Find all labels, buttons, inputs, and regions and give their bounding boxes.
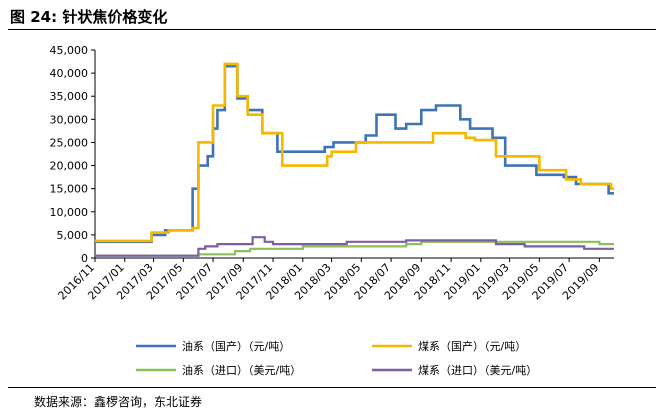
legend: 油系（国产）（元/吨） 煤系（国产）（元/吨） 油系（进口）（美元/吨） 煤系（进口）…	[136, 339, 537, 377]
series-line-1	[95, 64, 614, 244]
source-rule	[8, 387, 656, 388]
title-rule	[8, 29, 656, 30]
legend-label-1: 油系（国产）（元/吨）	[182, 339, 290, 353]
series-line-2	[95, 62, 614, 243]
y-tick-label: 40,000	[50, 67, 89, 80]
y-tick-label: 15,000	[50, 183, 89, 196]
y-tick-label: 10,000	[50, 206, 89, 219]
y-tick-label: 35,000	[50, 90, 89, 103]
line-chart: 0 5,000 10,000 15,000 20,000 25,000 30,000 35,0…	[50, 44, 614, 377]
y-tick-label: 0	[81, 252, 88, 265]
series-line-3	[95, 240, 614, 257]
axes: 0 5,000 10,000 15,000 20,000 25,000 30,000 35,0…	[50, 44, 614, 302]
y-tick-label: 25,000	[50, 136, 89, 149]
source-note: 数据来源：鑫椤咨询，东北证券	[34, 395, 203, 409]
y-tick-label: 20,000	[50, 160, 89, 173]
legend-label-2: 煤系（国产）（元/吨）	[418, 339, 526, 353]
series-line-4	[95, 236, 614, 257]
y-tick-label: 5,000	[57, 229, 89, 242]
legend-label-4: 煤系（进口）（美元/吨）	[418, 364, 537, 377]
legend-label-3: 油系（进口）（美元/吨）	[182, 363, 301, 377]
series-lines	[95, 62, 614, 257]
y-tick-label: 30,000	[50, 113, 89, 126]
y-tick-label: 45,000	[50, 44, 89, 57]
figure-title: 图 24: 针状焦价格变化	[10, 8, 168, 26]
